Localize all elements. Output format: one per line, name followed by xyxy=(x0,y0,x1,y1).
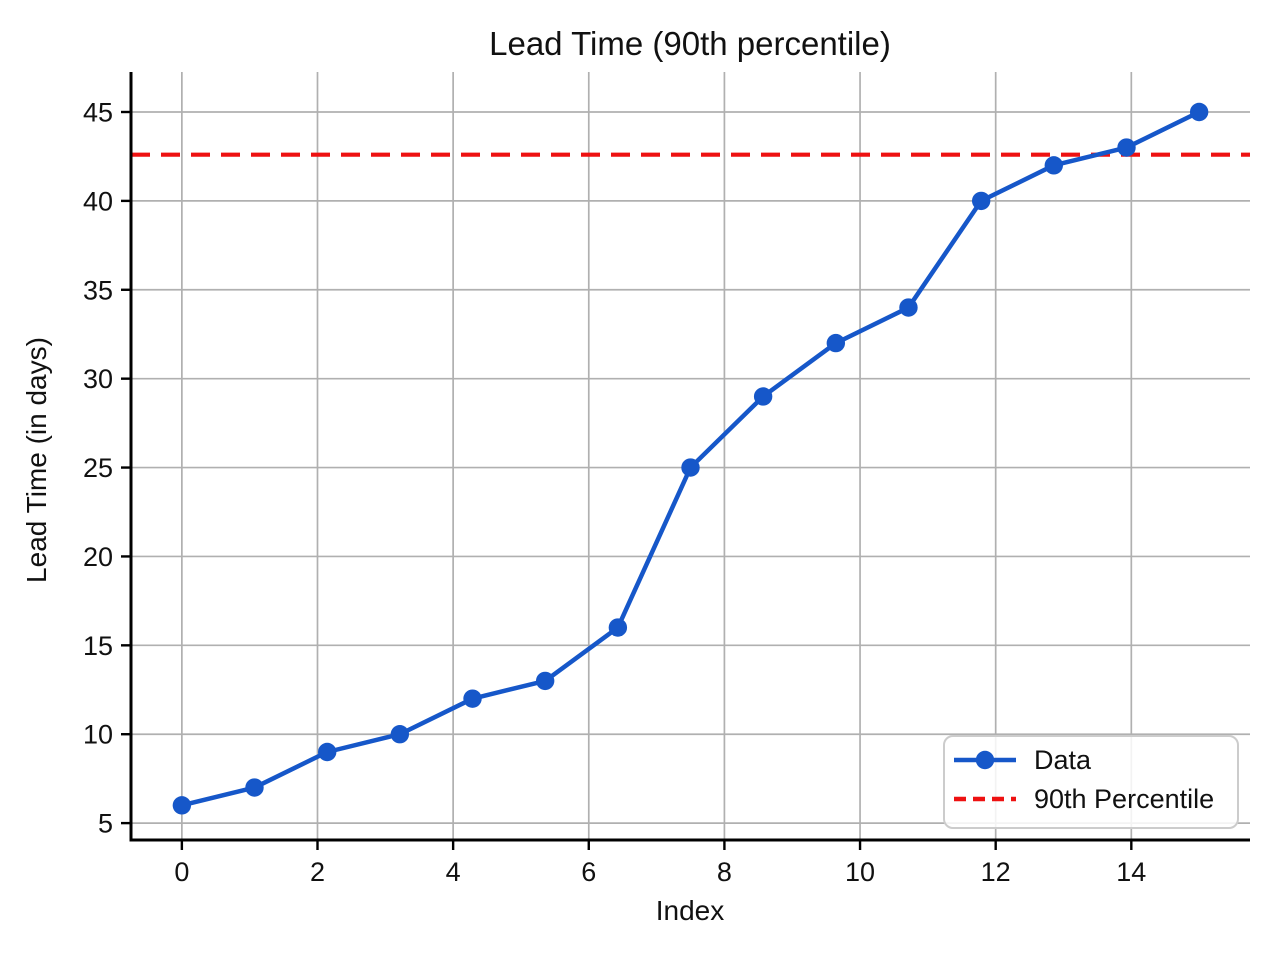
x-tick-label: 10 xyxy=(845,857,875,887)
y-tick-label: 30 xyxy=(83,364,113,394)
x-tick-label: 12 xyxy=(981,857,1011,887)
data-point xyxy=(463,689,482,708)
legend-data-marker xyxy=(975,750,995,770)
data-point xyxy=(753,387,773,406)
data-point xyxy=(971,191,991,211)
y-tick-label: 40 xyxy=(83,186,113,216)
legend-data-label: Data xyxy=(1034,745,1092,775)
axes-layer xyxy=(129,72,1250,842)
data-point xyxy=(317,742,337,762)
legend: Data 90th Percentile xyxy=(943,735,1239,829)
data-point xyxy=(826,333,846,353)
data-point xyxy=(608,618,628,637)
y-tick-label: 20 xyxy=(83,542,113,572)
data-point xyxy=(1189,102,1209,122)
data-point xyxy=(245,778,264,797)
y-axis-label: Lead Time (in days) xyxy=(21,337,52,583)
x-tick-label: 0 xyxy=(174,857,189,887)
x-tick-label: 6 xyxy=(581,857,596,887)
data-point xyxy=(1044,156,1064,175)
y-tick-label: 5 xyxy=(98,809,113,839)
data-point xyxy=(1117,138,1136,157)
y-tick-label: 15 xyxy=(83,631,113,661)
data-series-layer xyxy=(172,102,1209,815)
chart-title: Lead Time (90th percentile) xyxy=(489,25,891,62)
x-tick-label: 2 xyxy=(310,857,325,887)
data-point xyxy=(899,298,918,317)
data-point xyxy=(390,725,410,744)
x-axis-label: Index xyxy=(656,895,725,926)
tick-layer: 0 2 4 6 8 10 12 14 5 10 15 20 25 30 35 40 45 xyxy=(83,98,1146,888)
legend-percentile-label: 90th Percentile xyxy=(1034,784,1214,814)
data-point xyxy=(681,458,700,477)
x-tick-label: 8 xyxy=(717,857,732,887)
data-point xyxy=(535,671,555,691)
legend-box xyxy=(943,735,1239,829)
y-tick-label: 45 xyxy=(83,98,113,128)
x-tick-label: 14 xyxy=(1116,857,1146,887)
y-tick-label: 35 xyxy=(83,275,113,305)
x-tick-label: 4 xyxy=(446,857,461,887)
data-point xyxy=(172,796,192,815)
grid-layer xyxy=(131,72,1250,840)
y-tick-label: 25 xyxy=(83,453,113,483)
y-tick-label: 10 xyxy=(83,720,113,750)
